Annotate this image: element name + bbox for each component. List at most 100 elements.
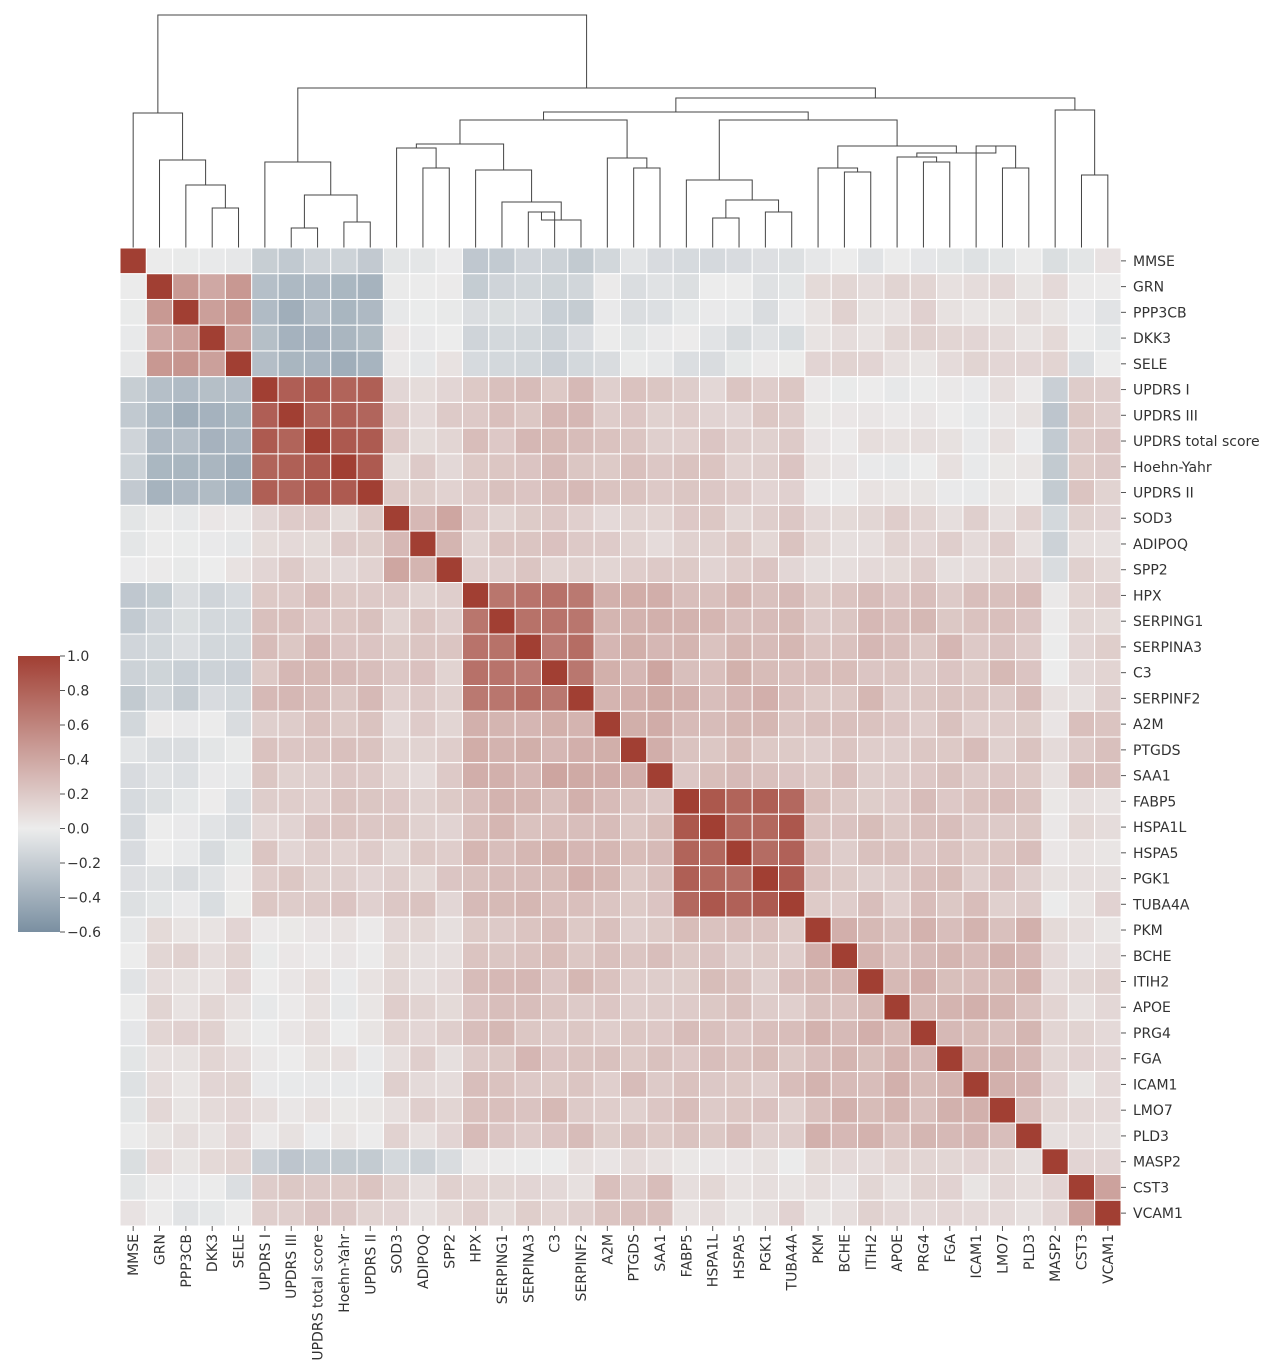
dendrogram-link <box>501 201 562 248</box>
heatmap-cell <box>382 504 411 532</box>
heatmap-cell <box>1094 556 1122 584</box>
row-label: CST3 <box>1133 1180 1169 1196</box>
heatmap-cell <box>962 659 990 687</box>
heatmap-cell <box>251 736 279 764</box>
heatmap-cell <box>804 582 832 609</box>
heatmap-cell <box>382 607 411 635</box>
heatmap-cell <box>751 273 780 300</box>
heatmap-cell <box>1067 659 1096 687</box>
heatmap-cell <box>277 273 305 300</box>
heatmap-cell <box>277 1199 305 1227</box>
heatmap-cell <box>1094 247 1122 275</box>
row-label: TUBA4A <box>1132 897 1190 913</box>
heatmap-cell <box>435 1174 463 1201</box>
row-label: SERPING1 <box>1133 614 1203 630</box>
heatmap-cell <box>778 813 806 841</box>
heatmap-cell <box>1067 479 1096 506</box>
heatmap-cell <box>277 890 305 918</box>
heatmap-cell <box>461 479 490 506</box>
dendrogram-link <box>817 167 859 248</box>
heatmap-cell <box>303 1174 332 1201</box>
heatmap-cell <box>988 530 1017 558</box>
heatmap-cell <box>883 659 911 687</box>
heatmap-cell <box>198 762 226 789</box>
heatmap-cell <box>540 376 569 403</box>
heatmap-cell <box>778 1122 806 1150</box>
heatmap-cell <box>514 916 542 944</box>
heatmap-cell <box>830 1071 859 1098</box>
heatmap-cell <box>435 401 463 429</box>
heatmap-cell <box>936 350 964 378</box>
heatmap-cell <box>988 427 1017 455</box>
heatmap-cell <box>567 273 595 300</box>
heatmap-cell <box>751 916 780 944</box>
heatmap-cell <box>251 504 279 532</box>
heatmap-cell <box>172 324 200 352</box>
heatmap-cell <box>435 479 463 506</box>
heatmap-cell <box>936 813 964 841</box>
heatmap-cell <box>119 1199 147 1227</box>
heatmap-cell <box>593 633 622 661</box>
heatmap-cell <box>435 736 463 764</box>
row-label: ADIPOQ <box>1133 537 1188 553</box>
heatmap-cell <box>277 736 305 764</box>
heatmap-cell <box>172 968 200 995</box>
heatmap-cell <box>593 298 622 326</box>
heatmap-cell <box>936 530 964 558</box>
row-label: DKK3 <box>1133 331 1171 347</box>
heatmap-cell <box>514 324 542 352</box>
row-label: BCHE <box>1133 949 1172 965</box>
heatmap-cell <box>119 556 147 584</box>
heatmap-cell <box>962 350 990 378</box>
heatmap-cell <box>514 1148 542 1176</box>
dendrogram-link <box>725 199 780 218</box>
heatmap-cell <box>567 659 595 687</box>
heatmap-cell <box>725 1199 753 1227</box>
heatmap-cell <box>1067 376 1096 403</box>
heatmap-cell <box>251 453 279 481</box>
heatmap-cell <box>330 1148 358 1176</box>
heatmap-cell <box>936 453 964 481</box>
heatmap-cell <box>1094 736 1122 764</box>
heatmap-cell <box>119 813 147 841</box>
heatmap-cell <box>593 968 622 995</box>
column-label: SAA1 <box>653 1234 669 1272</box>
heatmap-cell <box>988 504 1017 532</box>
dendrogram-link <box>157 14 588 113</box>
heatmap-cell <box>1067 839 1096 867</box>
heatmap-cell <box>672 504 701 532</box>
heatmap-cell <box>514 247 542 275</box>
heatmap-cell <box>830 530 859 558</box>
heatmap-cell <box>409 1122 437 1150</box>
heatmap-cell <box>909 1096 938 1124</box>
heatmap-cell <box>778 273 806 300</box>
heatmap-cell <box>277 324 305 352</box>
heatmap-cell <box>1067 865 1096 892</box>
heatmap-cell <box>251 1148 279 1176</box>
row-label: UPDRS III <box>1133 408 1198 424</box>
heatmap-cell <box>1041 376 1069 403</box>
heatmap-cell <box>725 479 753 506</box>
heatmap-cell <box>830 993 859 1021</box>
heatmap-cell <box>567 839 595 867</box>
heatmap-cell <box>224 247 253 275</box>
heatmap-cell <box>567 762 595 789</box>
column-label: ITIH2 <box>864 1234 880 1270</box>
heatmap-cell <box>936 685 964 712</box>
heatmap-cell <box>198 993 226 1021</box>
heatmap-cell <box>646 324 674 352</box>
heatmap-cell <box>593 710 622 738</box>
heatmap-cell <box>725 427 753 455</box>
heatmap-cell <box>830 1096 859 1124</box>
heatmap-cell <box>725 839 753 867</box>
heatmap-cell <box>804 427 832 455</box>
heatmap-cell <box>751 736 780 764</box>
heatmap-cell <box>172 942 200 970</box>
heatmap-cell <box>936 376 964 403</box>
heatmap-cell <box>172 865 200 892</box>
heatmap-cell <box>461 324 490 352</box>
heatmap-cell <box>962 479 990 506</box>
heatmap-cell <box>857 247 885 275</box>
heatmap-cell <box>251 993 279 1021</box>
heatmap-cell <box>672 1174 701 1201</box>
